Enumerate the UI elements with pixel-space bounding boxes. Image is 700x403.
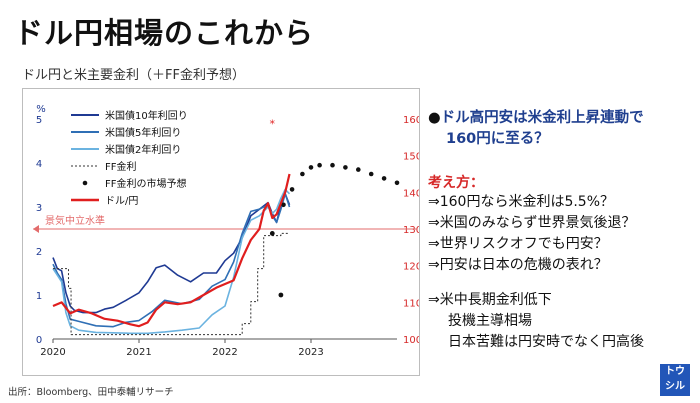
ff-forecast-point xyxy=(368,171,374,177)
right-tick-label: 160 xyxy=(403,115,419,126)
marker-point xyxy=(278,292,284,298)
series-line-ドル/円 xyxy=(52,173,291,328)
x-tick-label: 2023 xyxy=(298,347,323,358)
logo-line: トウ xyxy=(665,366,685,377)
conclusion-point: ⇒米中長期金利低下 xyxy=(428,292,552,308)
ff-forecast-point xyxy=(381,176,387,181)
ff-forecast-point xyxy=(343,165,348,170)
headline-bullet: ● xyxy=(428,110,441,126)
left-tick-label: 0 xyxy=(36,335,42,346)
brand-logo: トウ シル xyxy=(660,364,690,396)
right-panel: ●ドル高円安は米金利上昇連動で 160円に至る？ 考え方： ⇒160円なら米金利… xyxy=(428,108,696,353)
right-tick-label: 150 xyxy=(403,152,419,163)
conclusion-point: 投機主導相場 xyxy=(448,313,532,329)
series-line-FF金利 xyxy=(53,232,290,336)
ff-forecast-point xyxy=(289,187,295,192)
legend-label: FF金利 xyxy=(105,160,137,173)
headline-line2: 160円に至る？ xyxy=(446,131,549,147)
approach-label: 考え方： xyxy=(428,175,484,191)
legend-label: 米国債2年利回り xyxy=(105,143,181,156)
asterisk-marker: * xyxy=(270,117,276,130)
legend-label: FF金利の市場予想 xyxy=(105,177,187,190)
logo-line: シル xyxy=(665,381,685,392)
right-tick-label: 110 xyxy=(403,298,419,309)
x-tick-label: 2021 xyxy=(126,347,151,358)
left-tick-label: 3 xyxy=(36,203,42,214)
right-tick-label: 100 xyxy=(403,335,419,346)
legend-label: 米国債10年利回り xyxy=(105,109,188,122)
headline-line1: ドル高円安は米金利上昇連動で xyxy=(440,110,644,126)
left-axis-unit: % xyxy=(36,104,46,115)
legend-swatch xyxy=(82,180,88,186)
series-line-米国債10年利回り xyxy=(52,193,291,314)
left-tick-label: 2 xyxy=(36,247,42,258)
ff-forecast-point xyxy=(281,202,286,208)
ff-forecast-point xyxy=(300,171,305,177)
left-tick-label: 4 xyxy=(36,159,42,170)
chart-subtitle: ドル円と米主要金利（＋FF金利予想） xyxy=(22,68,245,83)
approach-point: ⇒160円なら米金利は5.5%？ xyxy=(428,194,615,210)
right-tick-label: 130 xyxy=(403,225,419,236)
legend-label: 米国債5年利回り xyxy=(105,126,181,139)
ff-forecast-point xyxy=(308,165,314,170)
ff-forecast-point xyxy=(394,180,400,186)
approach-point: ⇒世界リスクオフでも円安？ xyxy=(428,236,608,252)
page-title: ドル円相場のこれから xyxy=(14,16,315,50)
right-tick-label: 120 xyxy=(403,262,419,273)
series-line-米国債2年利回り xyxy=(52,188,291,335)
approach-point: ⇒米国のみならず世界景気後退？ xyxy=(428,215,636,231)
legend-label: ドル/円 xyxy=(105,196,138,207)
source-note: 出所：Bloomberg、田中泰輔リサーチ xyxy=(8,387,174,398)
x-tick-label: 2022 xyxy=(212,347,237,358)
neutral-rate-arrow xyxy=(33,225,39,233)
headline: ●ドル高円安は米金利上昇連動で 160円に至る？ xyxy=(428,108,696,150)
neutral-rate-label: 景気中立水準 xyxy=(45,214,105,227)
conclusion-point: 日本苦難は円安時でなく円高後 xyxy=(448,334,644,350)
ff-forecast-point xyxy=(356,167,361,172)
marker-point xyxy=(269,231,275,236)
chart-frame: 0 1 2 3 4 5% 100 110 120 130 140 150 160 2020 2021 2022… xyxy=(22,88,420,376)
ff-forecast-point xyxy=(317,162,322,168)
right-tick-label: 140 xyxy=(403,188,419,199)
approach-point: ⇒円安は日本の危機の表れ？ xyxy=(428,257,608,273)
x-tick-label: 2020 xyxy=(40,347,65,358)
ff-forecast-point xyxy=(330,162,335,168)
left-tick-label: 5 xyxy=(36,115,42,126)
yield-fx-chart: 0 1 2 3 4 5% 100 110 120 130 140 150 160 2020 2021 2022… xyxy=(33,104,419,358)
left-tick-label: 1 xyxy=(36,291,42,302)
